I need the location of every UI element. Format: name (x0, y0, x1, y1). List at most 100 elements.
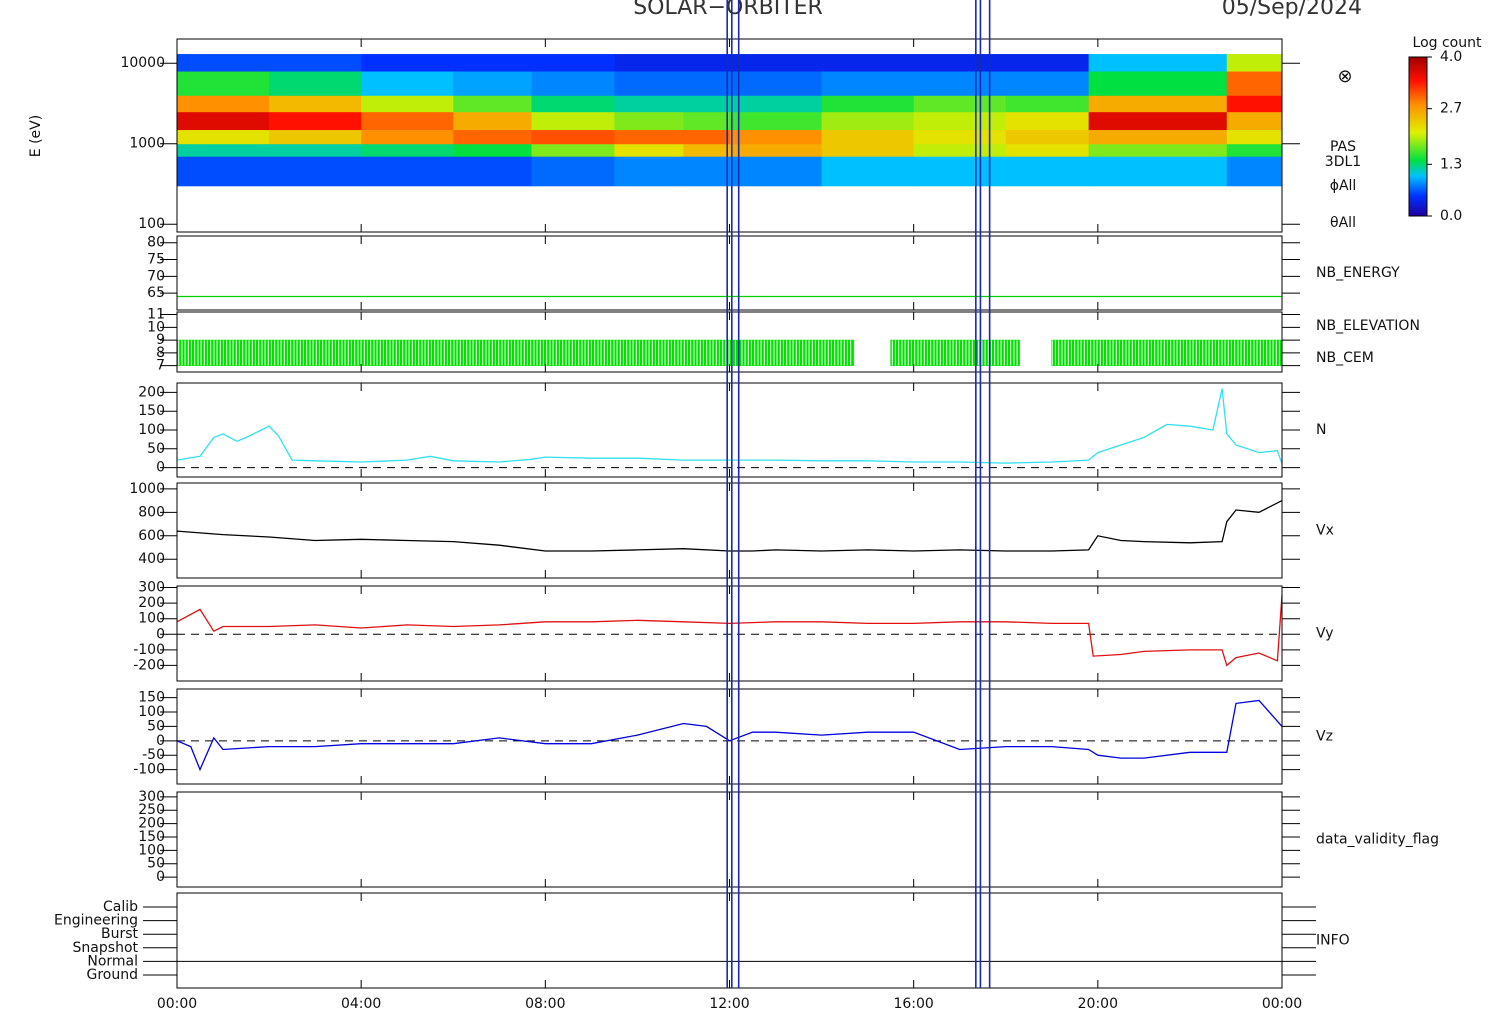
heatmap-cell (453, 156, 533, 187)
heatmap-cell (729, 143, 823, 157)
panel-frame (176, 482, 1283, 579)
x-tick-label: 16:00 (893, 996, 933, 1012)
heatmap-cell (729, 111, 823, 131)
y-tick-label: 100 (138, 704, 165, 720)
y-tick-label: 65 (147, 285, 165, 301)
band (890, 339, 1020, 366)
heatmap-cell (269, 156, 362, 187)
heatmap-cell (1088, 71, 1228, 96)
y-tick-label: 400 (138, 551, 165, 567)
x-tick-label: 04:00 (341, 996, 381, 1012)
series-label: INFO (1316, 933, 1350, 949)
heatmap-cell (1005, 156, 1090, 187)
heatmap-cell (531, 143, 615, 157)
y-tick-label: 800 (138, 504, 165, 520)
panel-frame (176, 585, 1283, 682)
y-tick-label: 70 (147, 268, 165, 284)
heatmap-cell (729, 54, 823, 72)
heatmap-cell (913, 71, 1007, 96)
heatmap-cell (1226, 129, 1283, 145)
heatmap-cell (269, 111, 362, 131)
heatmap-cell (531, 156, 615, 187)
colorbar-title: Log count (1413, 35, 1482, 51)
heatmap-cell (729, 129, 823, 145)
y-tick-label: 150 (138, 690, 165, 706)
heatmap-cell (1226, 156, 1283, 187)
band (1051, 339, 1283, 366)
heatmap-cell (177, 71, 270, 96)
heatmap-cell (531, 71, 615, 96)
series-label: NB_ELEVATION (1316, 318, 1420, 334)
y-tick-label: 150 (138, 829, 165, 845)
heatmap-cell (1226, 143, 1283, 157)
heatmap-cell (913, 95, 1007, 113)
heatmap-cell (531, 129, 615, 145)
x-tick-label: 00:00 (157, 996, 197, 1012)
colorbar-tick-label: 0.0 (1440, 208, 1462, 224)
heatmap-cell (1005, 143, 1090, 157)
y-axis-label: E (eV) (28, 115, 44, 157)
heatmap-cell (913, 143, 1007, 157)
heatmap-cell (361, 143, 454, 157)
y-tick-label: Engineering (54, 913, 138, 929)
heatmap-cell (269, 95, 362, 113)
chart-title: SOLAR−ORBITER (633, 0, 823, 20)
heatmap-cell (821, 71, 915, 96)
y-tick-label: 75 (147, 252, 165, 268)
heatmap-cell (821, 156, 915, 187)
panel-frame (176, 688, 1283, 785)
y-tick-label: 200 (138, 595, 165, 611)
instrument-label: ϕAll (1330, 178, 1357, 194)
heatmap-cell (531, 95, 615, 113)
heatmap-cell (177, 156, 270, 187)
heatmap-cell (683, 129, 730, 145)
heatmap-cell (453, 71, 533, 96)
y-tick-label: 50 (147, 718, 165, 734)
y-tick-label: Burst (101, 926, 139, 942)
heatmap-cell (269, 129, 362, 145)
heatmap-cell (269, 54, 362, 72)
x-tick-label: 20:00 (1078, 996, 1118, 1012)
series-label: data_validity_flag (1316, 832, 1439, 848)
y-tick-label: 80 (147, 235, 165, 251)
y-tick-label: -200 (133, 657, 165, 673)
heatmap-cell (821, 143, 915, 157)
heatmap-cell (1088, 143, 1228, 157)
y-tick-label: -100 (133, 762, 165, 778)
heatmap-cell (1088, 54, 1228, 72)
heatmap-cell (729, 95, 823, 113)
heatmap-cell (1005, 129, 1090, 145)
heatmap-cell (177, 143, 270, 157)
heatmap-cell (614, 71, 684, 96)
band (176, 339, 855, 366)
y-tick-label: 1000 (129, 136, 165, 152)
y-tick-label: 1000 (129, 481, 165, 497)
heatmap-cell (683, 95, 730, 113)
heatmap-cell (1088, 95, 1228, 113)
heatmap-cell (821, 111, 915, 131)
y-tick-label: -100 (133, 642, 165, 658)
colorbar-tick-label: 2.7 (1440, 101, 1462, 117)
heatmap-cell (453, 54, 533, 72)
heatmap-cell (453, 143, 533, 157)
heatmap-cell (683, 54, 730, 72)
symbol: ⊗ (1337, 66, 1352, 87)
y-tick-label: 11 (147, 307, 165, 323)
panel-frame (176, 382, 1283, 478)
heatmap-cell (453, 129, 533, 145)
date: 05/Sep/2024 (1222, 0, 1362, 20)
y-tick-label: 300 (138, 789, 165, 805)
panel-frame (176, 892, 1283, 989)
heatmap-cell (614, 129, 684, 145)
y-tick-label: 100 (138, 216, 165, 232)
heatmap-cell (531, 111, 615, 131)
heatmap-cell (177, 129, 270, 145)
heatmap-cell (361, 54, 454, 72)
series-label: Vy (1316, 626, 1334, 642)
heatmap-cell (683, 143, 730, 157)
colorbar-tick-label: 4.0 (1440, 49, 1462, 65)
y-tick-label: 200 (138, 384, 165, 400)
y-tick-label: Calib (103, 899, 138, 915)
